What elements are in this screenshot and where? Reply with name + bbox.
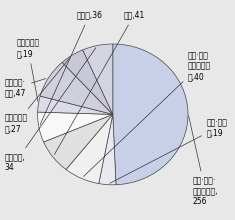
Wedge shape <box>66 114 113 183</box>
Text: 家具·装備
品,19: 家具·装備 品,19 <box>110 118 228 183</box>
Wedge shape <box>40 62 113 114</box>
Wedge shape <box>83 44 113 114</box>
Text: 金属製品,
34: 金属製品, 34 <box>5 48 96 172</box>
Wedge shape <box>38 112 113 142</box>
Text: 食料,41: 食料,41 <box>54 11 145 155</box>
Text: 衣服·その
他の繊維製
品,40: 衣服·その 他の繊維製 品,40 <box>83 51 211 176</box>
Text: 一般機械器
具,27: 一般機械器 具,27 <box>5 57 70 133</box>
Text: 電気機械·
器具,47: 電気機械· 器具,47 <box>5 78 46 98</box>
Wedge shape <box>99 114 116 185</box>
Text: その他,36: その他,36 <box>40 11 102 125</box>
Wedge shape <box>44 114 113 169</box>
Wedge shape <box>62 50 113 114</box>
Text: 出版·印刷·
同関連産業,
256: 出版·印刷· 同関連産業, 256 <box>188 116 218 206</box>
Text: 精密機械器
具,19: 精密機械器 具,19 <box>16 39 39 101</box>
Wedge shape <box>113 44 188 185</box>
Wedge shape <box>38 96 113 114</box>
